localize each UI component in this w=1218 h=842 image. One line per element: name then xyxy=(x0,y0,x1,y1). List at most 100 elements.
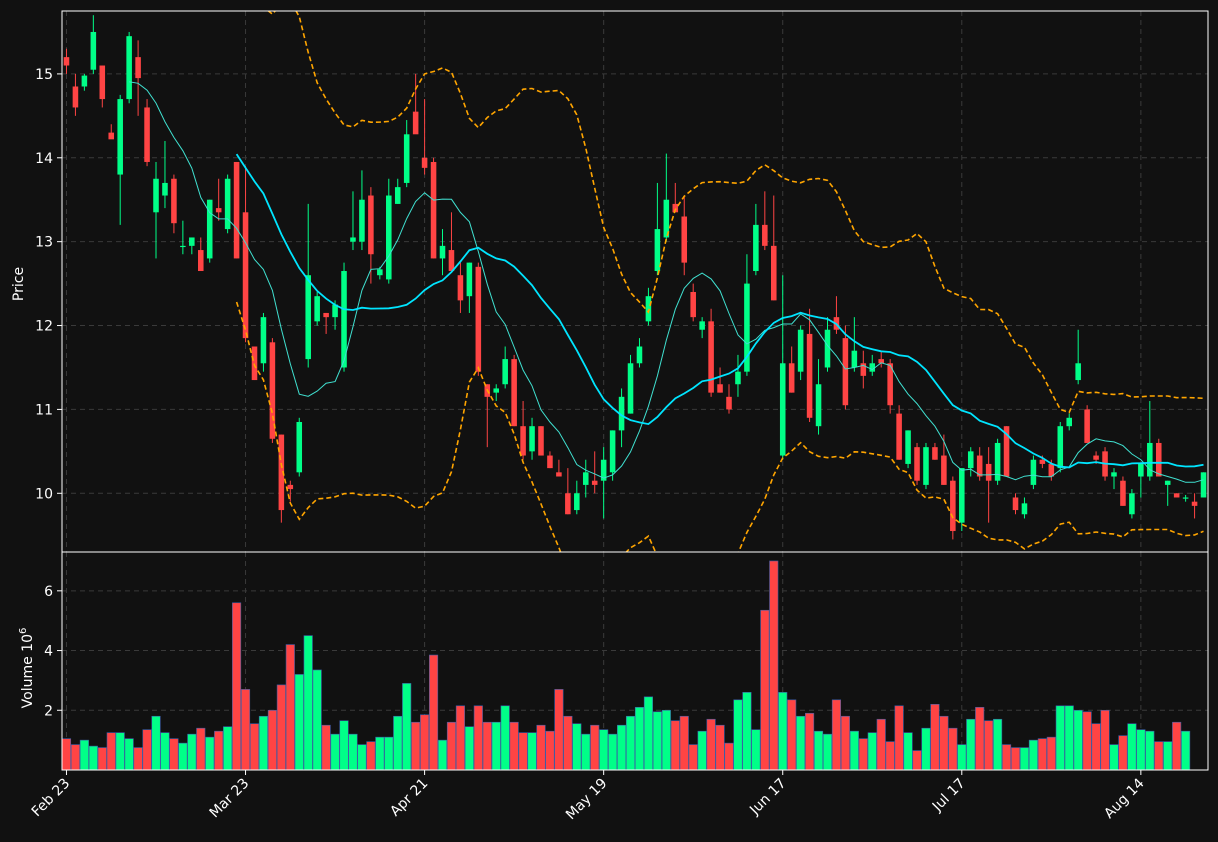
volume-bar xyxy=(778,692,788,771)
volume-bar xyxy=(133,747,143,771)
candle-body xyxy=(439,245,446,259)
volume-bar xyxy=(1082,711,1092,771)
volume-bar xyxy=(357,744,367,771)
candle-body xyxy=(672,203,679,213)
volume-bar xyxy=(894,705,904,771)
volume-bar xyxy=(1002,744,1012,771)
candle-body xyxy=(556,472,562,477)
volume-bar xyxy=(205,736,215,771)
volume-bar xyxy=(849,730,859,771)
volume-bar xyxy=(464,726,474,771)
volume-bar xyxy=(563,715,573,771)
candle-body xyxy=(171,178,177,224)
volume-bar xyxy=(599,729,609,771)
candle-body xyxy=(950,480,956,532)
volume-bar xyxy=(572,723,582,771)
candle-body xyxy=(788,363,795,393)
volume-bar xyxy=(223,726,233,771)
candle-body xyxy=(1200,472,1207,498)
candle-body xyxy=(323,312,329,318)
volume-bar xyxy=(518,732,528,771)
volume-bar xyxy=(1091,723,1101,771)
volume-bar xyxy=(822,733,833,771)
volume-axis-title: Volume 106 xyxy=(18,628,36,709)
volume-bar xyxy=(1181,730,1191,771)
volume-bar xyxy=(1118,735,1128,771)
candle-body xyxy=(278,434,285,511)
volume-bar xyxy=(420,714,430,771)
volume-bar xyxy=(1046,736,1056,771)
candle-body xyxy=(654,229,661,272)
volume-bar xyxy=(787,699,797,771)
volume-bar xyxy=(1073,709,1083,771)
volume-bar xyxy=(912,750,922,771)
volume-bar xyxy=(160,732,170,771)
volume-bar xyxy=(617,724,627,771)
candle-body xyxy=(108,132,115,140)
candle-body xyxy=(591,480,598,485)
candle-body xyxy=(905,430,911,464)
volume-tick-label: 2 xyxy=(44,703,53,719)
candle-body xyxy=(1111,472,1117,477)
candle-body xyxy=(242,212,249,339)
volume-bar xyxy=(930,704,940,771)
candle-body xyxy=(81,75,88,87)
volume-bar xyxy=(679,715,689,771)
volume-bar xyxy=(643,696,653,771)
volume-bar xyxy=(1127,723,1137,771)
volume-bar xyxy=(948,727,958,771)
candle-body xyxy=(1129,493,1135,515)
candle-body xyxy=(582,472,589,485)
volume-bar xyxy=(975,706,985,771)
candle-body xyxy=(797,329,804,372)
volume-bar xyxy=(957,744,967,771)
volume-bar xyxy=(142,729,152,771)
volume-bar xyxy=(545,730,555,771)
candle-body xyxy=(529,426,535,452)
candle-body xyxy=(269,342,276,439)
candle-body xyxy=(1120,480,1126,506)
volume-bar xyxy=(267,709,277,771)
candle-body xyxy=(574,493,580,511)
volume-bar xyxy=(1163,741,1173,771)
candle-body xyxy=(985,463,992,481)
candle-body xyxy=(1039,459,1046,464)
candle-body xyxy=(126,36,132,100)
volume-bar xyxy=(1136,729,1146,771)
candle-body xyxy=(251,346,258,381)
volume-bar xyxy=(813,730,824,771)
volume-bar xyxy=(276,684,286,771)
candle-body xyxy=(618,396,625,431)
candle-body xyxy=(1003,426,1010,477)
volume-bar xyxy=(178,742,188,771)
candle-body xyxy=(860,363,867,376)
volume-bar xyxy=(706,718,716,771)
candle-body xyxy=(627,363,634,414)
volume-bar xyxy=(312,669,322,771)
candle-body xyxy=(1093,455,1099,460)
volume-bar xyxy=(939,715,949,771)
volume-bar xyxy=(742,692,752,771)
volume-plot-area xyxy=(61,560,1191,771)
volume-bar xyxy=(196,727,206,771)
candle-body xyxy=(466,262,473,297)
volume-bar xyxy=(1172,721,1182,771)
candle-body xyxy=(932,447,938,460)
candle-body xyxy=(636,346,643,364)
volume-axis-title-text: Volume 10 xyxy=(20,634,36,708)
volume-bar xyxy=(1109,744,1119,771)
candle-body xyxy=(806,333,813,418)
volume-bar xyxy=(1028,739,1038,771)
volume-bar xyxy=(187,733,197,771)
candle-body xyxy=(699,321,705,330)
volume-bar xyxy=(115,732,125,771)
volume-bar xyxy=(921,727,931,771)
volume-bar xyxy=(805,712,815,771)
candle-body xyxy=(215,208,222,213)
volume-bar xyxy=(491,721,501,771)
candle-body xyxy=(1138,463,1144,477)
volume-bar xyxy=(455,705,465,771)
candle-body xyxy=(645,296,652,322)
volume-bar xyxy=(240,689,251,771)
volume-bar xyxy=(876,718,886,771)
